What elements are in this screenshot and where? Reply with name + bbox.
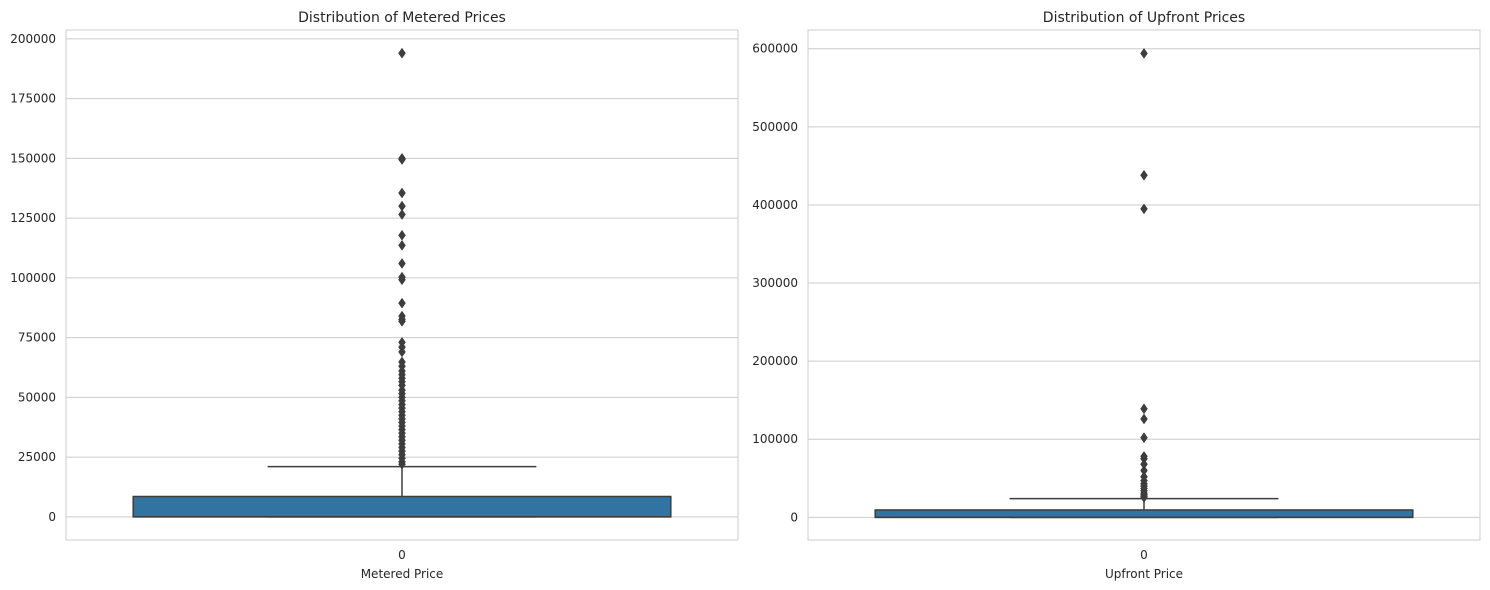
y-tick-label: 100000 xyxy=(10,271,56,285)
outlier-point xyxy=(398,154,406,165)
x-axis-label: Upfront Price xyxy=(1105,567,1183,581)
y-tick-label: 200000 xyxy=(10,32,56,46)
y-tick-label: 200000 xyxy=(752,354,798,368)
outlier-point xyxy=(1140,169,1148,181)
outlier-point xyxy=(1140,413,1148,425)
chart-panel-metered: Distribution of Metered Prices Metered P… xyxy=(10,10,739,581)
axes-frame xyxy=(807,29,1481,541)
outlier-point xyxy=(398,258,406,269)
y-tick-label: 150000 xyxy=(10,151,56,165)
outlier-point xyxy=(1140,47,1148,59)
box xyxy=(874,509,1414,519)
box xyxy=(132,495,672,518)
axes-frame xyxy=(65,29,739,541)
outlier-point xyxy=(1140,203,1148,215)
outlier-point xyxy=(1140,432,1148,444)
x-tick-label: 0 xyxy=(1140,548,1148,562)
y-tick-label: 100000 xyxy=(752,432,798,446)
y-tick-label: 300000 xyxy=(752,276,798,290)
y-tick-label: 400000 xyxy=(752,198,798,212)
x-axis-label: Metered Price xyxy=(361,567,444,581)
outlier-point xyxy=(398,187,406,199)
y-tick-label: 500000 xyxy=(752,120,798,134)
y-tick-label: 175000 xyxy=(10,92,56,106)
chart-panel-upfront: Distribution of Upfront Prices Upfront P… xyxy=(752,10,1481,581)
y-tick-label: 125000 xyxy=(10,211,56,225)
y-tick-label: 25000 xyxy=(18,450,56,464)
outlier-point xyxy=(398,209,406,220)
outlier-point xyxy=(398,239,406,251)
outlier-point xyxy=(1140,491,1148,503)
outlier-point xyxy=(398,315,406,327)
y-tick-label: 75000 xyxy=(18,331,56,345)
y-tick-label: 0 xyxy=(48,510,56,524)
outlier-point xyxy=(398,47,406,59)
y-tick-label: 600000 xyxy=(752,42,798,56)
y-tick-label: 50000 xyxy=(18,390,56,404)
chart-title: Distribution of Metered Prices xyxy=(298,10,506,26)
chart-title: Distribution of Upfront Prices xyxy=(1043,10,1245,26)
y-tick-label: 0 xyxy=(790,510,798,524)
outlier-point xyxy=(398,458,406,470)
outlier-point xyxy=(398,274,406,286)
x-tick-label: 0 xyxy=(398,548,406,562)
outlier-point xyxy=(398,297,406,309)
